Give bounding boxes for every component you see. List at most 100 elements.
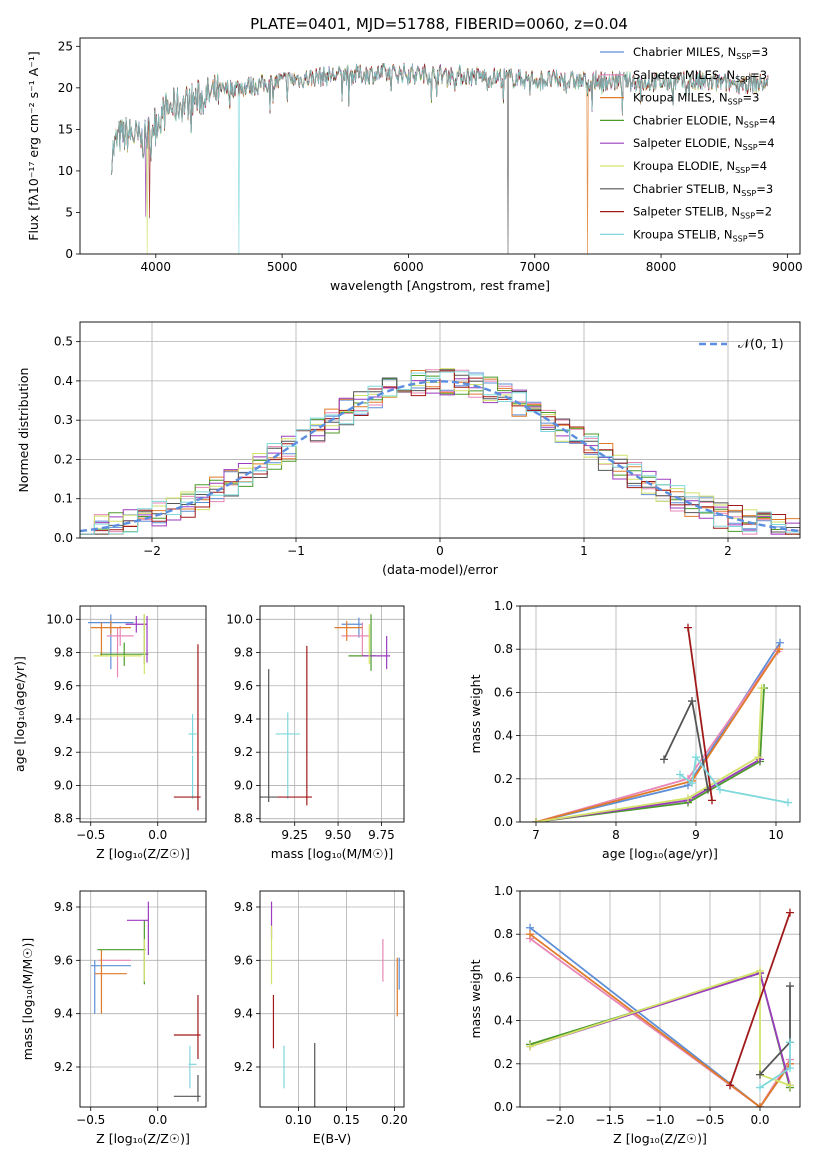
data-point — [775, 645, 784, 654]
y-axis-label: age [log₁₀(age/yr)] — [12, 656, 27, 772]
hist-frame — [79, 321, 801, 539]
legend-label-tail: =4 — [759, 113, 776, 127]
y-tick-label: 0.1 — [54, 492, 73, 506]
histogram-step — [80, 370, 800, 538]
y-axis-label: mass [log₁₀(M/M☉)] — [20, 938, 35, 1060]
histogram-step — [80, 371, 800, 538]
series-line — [535, 688, 763, 822]
mass-vs-z-axes: −0.5 0.0 9.2 9.4 9.6 9.8 Z [log₁₀(Z/Z☉)] mass [… — [20, 891, 206, 1146]
data-point — [784, 798, 792, 807]
y-tick-label: 9.4 — [234, 712, 253, 726]
legend-label-main: Kroupa STELIB, N — [633, 227, 733, 241]
y-tick-label: 1.0 — [494, 884, 513, 898]
y-tick-label: 9.2 — [54, 745, 73, 759]
series-line — [535, 688, 765, 822]
y-tick-label: 0.8 — [494, 642, 513, 656]
y-axis-label: mass weight — [468, 959, 483, 1038]
y-tick-label: 1.0 — [494, 599, 513, 613]
y-tick-label: 8.8 — [234, 812, 253, 826]
series-line — [687, 627, 713, 801]
y-tick-label: 5 — [65, 205, 73, 219]
legend-label-tail: =3 — [743, 91, 760, 105]
legend-label-tail: =3 — [756, 182, 773, 196]
legend-label-main: Salpeter MILES, N — [633, 68, 735, 82]
hist-plot-area — [80, 368, 800, 538]
y-tick-label: 9.6 — [234, 679, 253, 693]
y-tick-label: 8.8 — [54, 812, 73, 826]
legend-label: Chabrier STELIB, NSSP=3 — [633, 182, 773, 198]
x-tick-label: −1 — [287, 544, 305, 558]
data-point — [526, 930, 534, 939]
y-tick-label: 10 — [58, 164, 73, 178]
y-tick-label: 20 — [58, 81, 73, 95]
legend-label-main: Salpeter STELIB, N — [633, 205, 740, 219]
series-line — [529, 933, 791, 1107]
x-tick-label: 0 — [436, 544, 444, 558]
y-tick-label: 9.6 — [54, 953, 73, 967]
y-tick-label: 0.0 — [494, 815, 513, 829]
data-point — [526, 1042, 534, 1051]
x-tick-label: 7 — [532, 828, 540, 842]
legend-label: Chabrier MILES, NSSP=3 — [633, 45, 768, 61]
data-point — [532, 818, 540, 822]
legend-label-sub: SSP — [740, 212, 755, 221]
massweight-vs-age-plot-area — [532, 623, 792, 822]
series-line — [729, 912, 791, 1086]
x-axis-label: Z [log₁₀(Z/Z☉)] — [613, 1131, 707, 1146]
y-tick-label: 0.3 — [54, 413, 73, 427]
data-point — [786, 982, 794, 991]
age-vs-z-frame — [79, 605, 207, 823]
y-tick-label: 9.6 — [54, 679, 73, 693]
data-point — [786, 1064, 794, 1073]
x-tick-label: 9.75 — [368, 828, 395, 842]
x-tick-label: −2.0 — [545, 1113, 574, 1127]
x-axis-label: mass [log₁₀(M/M☉)] — [271, 846, 393, 861]
y-tick-label: 0.4 — [494, 1014, 513, 1028]
legend-label-sub: SSP — [735, 166, 750, 175]
y-axis-label: Normed distribution — [16, 368, 31, 493]
y-tick-label: 9.4 — [234, 1007, 253, 1021]
legend-label-tail: =3 — [751, 45, 768, 59]
y-tick-label: 10.0 — [46, 612, 73, 626]
y-tick-label: 0.6 — [494, 970, 513, 984]
data-point — [726, 1081, 734, 1090]
x-axis-label: age [log₁₀(age/yr)] — [602, 846, 718, 861]
y-tick-label: 9.8 — [234, 900, 253, 914]
legend-label-main: Chabrier MILES, N — [633, 45, 736, 59]
x-axis-label: (data-model)/error — [382, 562, 499, 577]
data-point — [756, 1103, 764, 1107]
x-tick-label: 9.50 — [325, 828, 352, 842]
data-point — [786, 1081, 794, 1090]
age-vs-z-axes: −0.5 0.0 8.8 9.0 9.2 9.4 9.6 9.8 10.0 Z [log₁₀(Z/… — [12, 606, 206, 861]
x-axis-label: Z [log₁₀(Z/Z☉)] — [96, 1131, 190, 1146]
legend-label: Salpeter MILES, NSSP=3 — [633, 68, 767, 84]
legend-label: Kroupa STELIB, NSSP=5 — [633, 227, 764, 243]
y-tick-label: 9.2 — [234, 1060, 253, 1074]
y-axis-label: Flux [fλ10⁻¹⁷ erg cm⁻² s⁻¹ A⁻¹] — [26, 51, 41, 240]
x-tick-label: −1.0 — [645, 1113, 674, 1127]
y-tick-label: 0.2 — [54, 452, 73, 466]
y-tick-label: 0.5 — [54, 335, 73, 349]
mass-vs-ebv-frame — [259, 890, 405, 1108]
massweight-vs-z-plot-area — [526, 908, 794, 1107]
y-tick-label: 25 — [58, 39, 73, 53]
massweight-vs-age-frame — [519, 605, 801, 823]
data-point — [776, 638, 784, 647]
residuals-axes: −2 −1 0 1 2 0.0 0.1 0.2 0.3 0.4 0.5 (data-model)/er… — [16, 322, 800, 577]
legend-label-tail: =3 — [750, 68, 767, 82]
legend-label-sub: SSP — [733, 234, 748, 243]
legend-label-tail: =5 — [748, 227, 765, 241]
data-point — [692, 753, 700, 762]
legend-label-main: Kroupa MILES, N — [633, 91, 728, 105]
y-tick-label: 0.4 — [494, 729, 513, 743]
data-point — [716, 785, 724, 794]
y-tick-label: 9.0 — [234, 778, 253, 792]
data-point — [786, 1038, 794, 1047]
figure-title: PLATE=0401, MJD=51788, FIBERID=0060, z=0… — [250, 15, 628, 33]
y-tick-label: 0.2 — [494, 1057, 513, 1071]
y-tick-label: 9.8 — [54, 646, 73, 660]
y-tick-label: 9.0 — [54, 778, 73, 792]
x-tick-label: 8 — [612, 828, 620, 842]
